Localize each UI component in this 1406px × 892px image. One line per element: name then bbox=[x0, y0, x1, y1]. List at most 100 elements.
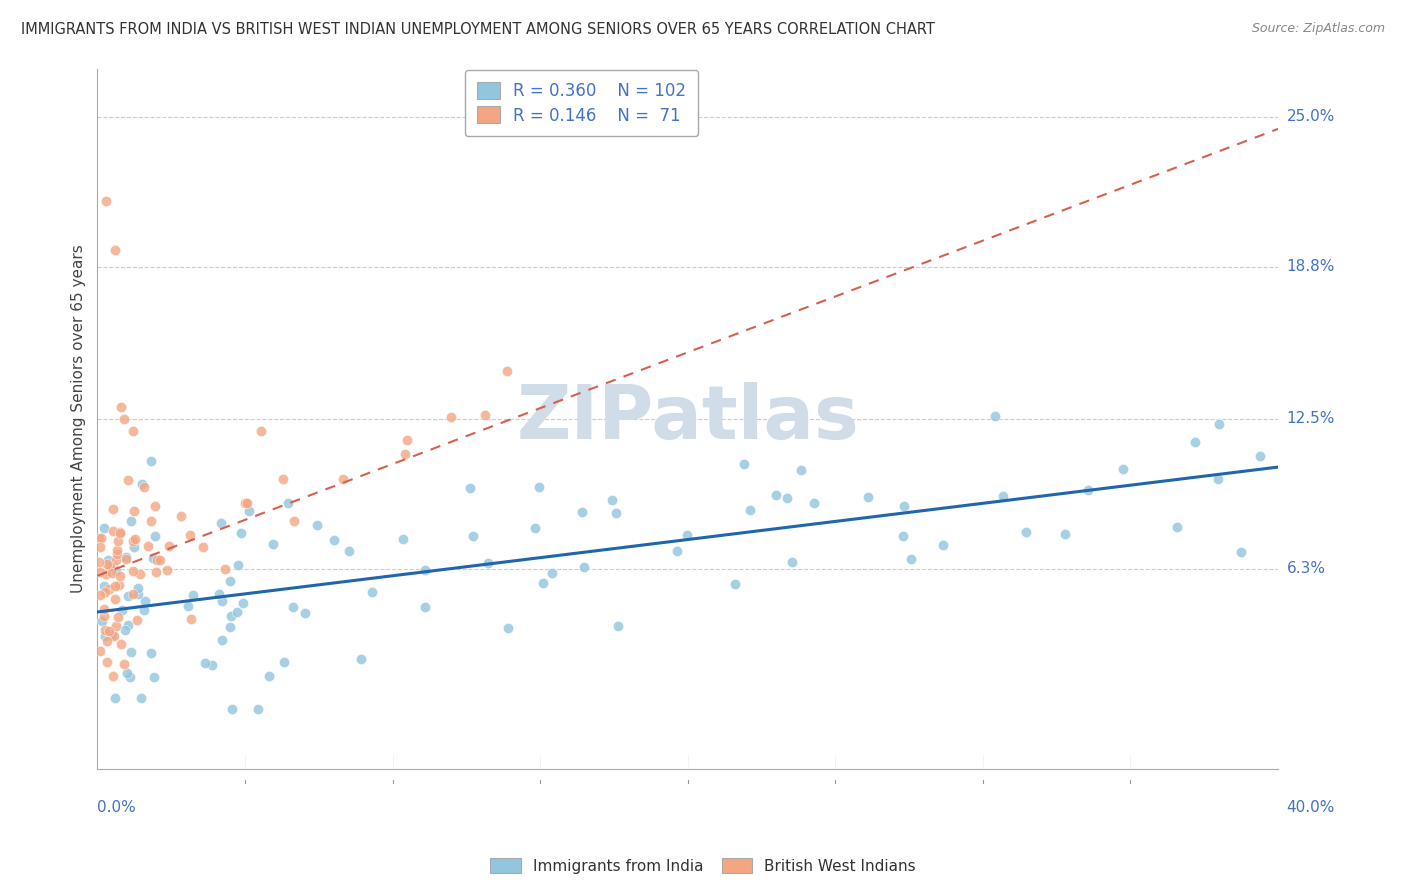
Point bbox=[1077, 483, 1099, 498]
Point bbox=[235, 495, 257, 509]
Point bbox=[780, 555, 803, 569]
Point bbox=[108, 526, 131, 541]
Point bbox=[856, 490, 879, 504]
Point bbox=[1053, 527, 1076, 541]
Point bbox=[114, 549, 136, 564]
Point bbox=[392, 532, 415, 546]
Point bbox=[104, 243, 127, 257]
Point bbox=[104, 691, 127, 706]
Point bbox=[932, 538, 955, 552]
Point bbox=[145, 499, 167, 513]
Point bbox=[127, 613, 149, 627]
Point bbox=[103, 629, 125, 643]
Point bbox=[96, 194, 118, 209]
Point bbox=[156, 563, 179, 577]
Point bbox=[191, 541, 214, 555]
Point bbox=[93, 521, 115, 535]
Point bbox=[122, 533, 145, 548]
Point bbox=[294, 606, 316, 620]
Point bbox=[89, 540, 111, 554]
Point bbox=[1184, 434, 1206, 449]
Point bbox=[89, 531, 111, 545]
Text: 0.0%: 0.0% bbox=[97, 799, 136, 814]
Point bbox=[94, 623, 117, 637]
Text: 12.5%: 12.5% bbox=[1286, 411, 1334, 426]
Point bbox=[127, 581, 149, 595]
Point bbox=[273, 655, 295, 669]
Point bbox=[170, 509, 193, 524]
Point bbox=[111, 602, 134, 616]
Point bbox=[93, 629, 115, 643]
Y-axis label: Unemployment Among Seniors over 65 years: Unemployment Among Seniors over 65 years bbox=[72, 244, 86, 593]
Point bbox=[211, 633, 233, 648]
Text: ZIPatlas: ZIPatlas bbox=[516, 383, 859, 455]
Point bbox=[143, 529, 166, 543]
Point bbox=[98, 582, 121, 597]
Point bbox=[110, 400, 132, 414]
Point bbox=[201, 658, 224, 673]
Point bbox=[238, 504, 260, 518]
Point bbox=[332, 472, 354, 486]
Point bbox=[271, 472, 294, 486]
Point bbox=[157, 539, 180, 553]
Point bbox=[225, 605, 247, 619]
Point bbox=[141, 454, 163, 468]
Point bbox=[214, 561, 236, 575]
Point bbox=[218, 620, 240, 634]
Point bbox=[87, 555, 110, 569]
Point bbox=[129, 566, 152, 581]
Point bbox=[531, 576, 554, 591]
Point bbox=[776, 491, 799, 505]
Point bbox=[1249, 449, 1271, 463]
Point bbox=[112, 657, 135, 671]
Point bbox=[676, 528, 699, 542]
Point bbox=[117, 590, 139, 604]
Point bbox=[281, 599, 304, 614]
Text: 40.0%: 40.0% bbox=[1286, 799, 1334, 814]
Point bbox=[322, 533, 344, 548]
Point bbox=[571, 505, 593, 519]
Text: 6.3%: 6.3% bbox=[1286, 561, 1326, 576]
Point bbox=[104, 579, 127, 593]
Point bbox=[108, 578, 131, 592]
Point bbox=[98, 558, 121, 573]
Point bbox=[233, 496, 256, 510]
Point bbox=[262, 536, 284, 550]
Point bbox=[104, 591, 127, 606]
Point bbox=[122, 565, 145, 579]
Point bbox=[124, 532, 146, 546]
Point bbox=[180, 612, 202, 626]
Point bbox=[105, 543, 128, 558]
Point bbox=[666, 544, 689, 558]
Text: Source: ZipAtlas.com: Source: ZipAtlas.com bbox=[1251, 22, 1385, 36]
Point bbox=[350, 652, 373, 666]
Point bbox=[1112, 462, 1135, 476]
Point bbox=[93, 602, 115, 616]
Point bbox=[101, 566, 124, 581]
Point bbox=[181, 589, 204, 603]
Point bbox=[984, 409, 1007, 423]
Point bbox=[496, 363, 519, 377]
Point bbox=[122, 541, 145, 555]
Point bbox=[257, 669, 280, 683]
Point bbox=[605, 506, 627, 520]
Point bbox=[891, 529, 914, 543]
Point bbox=[105, 564, 128, 578]
Point bbox=[208, 587, 231, 601]
Point bbox=[141, 551, 163, 566]
Point bbox=[117, 618, 139, 632]
Point bbox=[105, 547, 128, 561]
Point bbox=[524, 521, 547, 535]
Point bbox=[96, 558, 118, 572]
Point bbox=[396, 433, 419, 447]
Point bbox=[93, 579, 115, 593]
Point bbox=[120, 645, 142, 659]
Point bbox=[105, 553, 128, 567]
Point bbox=[394, 447, 416, 461]
Point bbox=[94, 566, 117, 581]
Point bbox=[141, 646, 163, 660]
Point bbox=[219, 608, 242, 623]
Point bbox=[134, 594, 156, 608]
Point bbox=[221, 701, 243, 715]
Text: 18.8%: 18.8% bbox=[1286, 259, 1334, 274]
